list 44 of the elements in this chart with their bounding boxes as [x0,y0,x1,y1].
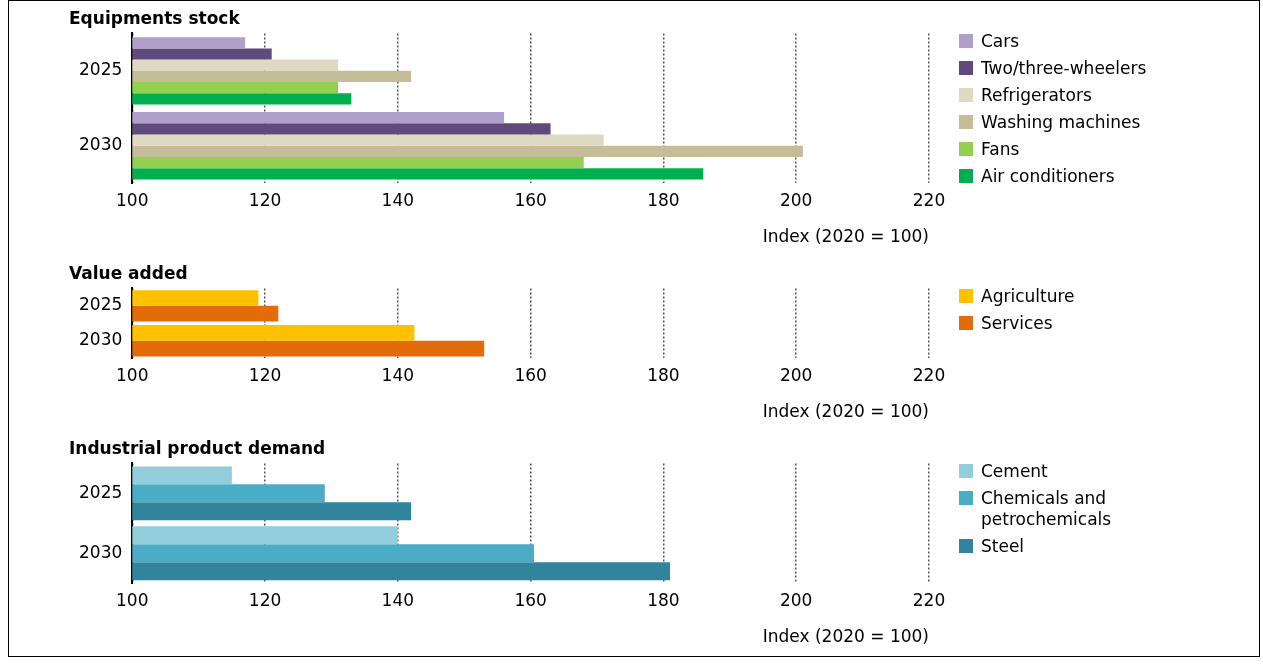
x-tick-label: 140 [381,189,415,210]
x-tick-label: 100 [116,364,149,385]
x-tick-label: 180 [647,189,680,210]
x-tick-label: 160 [514,589,547,610]
y-tick-label: 2030 [79,541,123,562]
x-axis-title: Index (2020 = 100) [762,401,929,422]
x-tick-label: 100 [116,189,149,210]
x-tick-label: 100 [116,589,149,610]
legend-label: Refrigerators [981,85,1092,106]
x-tick-label: 200 [779,589,813,610]
x-tick-label: 120 [248,364,282,385]
legend-label: Fans [981,139,1020,160]
x-tick-label: 180 [647,364,680,385]
legend-label: Cement [981,461,1048,482]
legend-label: Agriculture [981,286,1075,307]
x-tick-label: 120 [248,189,282,210]
chart-title: Industrial product demand [69,437,326,458]
legend-label: Cars [981,31,1020,52]
x-tick-label: 220 [912,189,946,210]
y-tick-label: 2030 [79,329,123,350]
y-tick-label: 2030 [79,134,123,155]
x-tick-label: 160 [514,364,547,385]
legend-label: Two/three-wheelers [981,58,1147,79]
x-tick-label: 220 [912,364,946,385]
chart-title: Value added [69,262,188,283]
y-tick-label: 2025 [79,481,123,502]
x-tick-label: 120 [248,589,282,610]
x-tick-label: 140 [381,589,415,610]
legend-label: Services [981,313,1053,334]
legend-label: Chemicals and petrochemicals [981,488,1113,530]
x-tick-label: 200 [779,189,813,210]
x-tick-label: 200 [779,364,813,385]
x-axis-title: Index (2020 = 100) [762,226,929,247]
x-tick-label: 180 [647,589,680,610]
x-axis-title: Index (2020 = 100) [762,626,929,647]
x-tick-label: 160 [514,189,547,210]
legend-label: Washing machines [981,112,1141,133]
y-tick-label: 2025 [79,294,123,315]
y-tick-label: 2025 [79,59,123,80]
x-tick-label: 140 [381,364,415,385]
x-tick-label: 220 [912,589,946,610]
legend-label: Steel [981,536,1025,557]
chart-title: Equipments stock [69,7,241,28]
legend-label: Air conditioners [981,166,1115,187]
